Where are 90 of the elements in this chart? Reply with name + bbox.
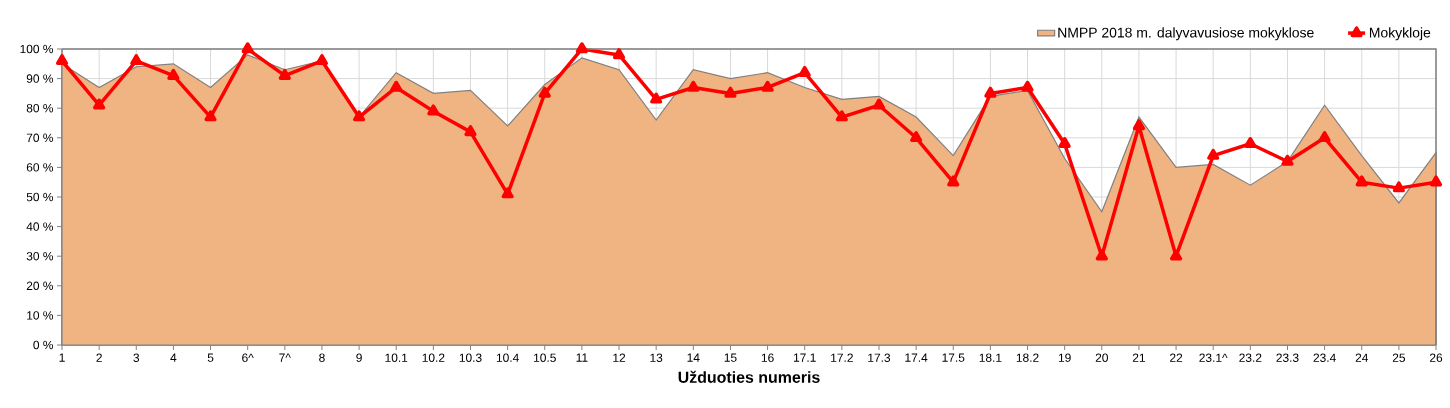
x-tick-label: 10.4 [496, 353, 519, 362]
x-tick-label: 3 [133, 353, 140, 362]
x-tick-label: 9 [356, 353, 362, 362]
point [835, 110, 848, 122]
y-tick-label: 50 % [26, 192, 54, 202]
point [1095, 249, 1108, 261]
x-tick-label: 7^ [279, 353, 291, 362]
y-tick-label: 60 % [26, 163, 54, 172]
x-axis-title: Užduoties numeris [678, 370, 820, 383]
point [650, 92, 663, 104]
x-tick-label: 17.5 [942, 353, 965, 362]
point [798, 65, 811, 77]
point [464, 125, 477, 137]
legend-label: NMPP 2018 m. dalyvavusiose mokyklose [1058, 27, 1314, 41]
point [315, 54, 329, 66]
x-tick-label: 18.1 [979, 353, 1002, 362]
point [1021, 80, 1034, 92]
point [353, 110, 366, 122]
point [241, 42, 254, 54]
point [1132, 119, 1146, 131]
point [278, 68, 291, 80]
point [93, 98, 106, 110]
x-tick-label: 4 [170, 353, 177, 362]
x-tick-label: 23.4 [1313, 353, 1336, 362]
y-tick-label: 10 % [27, 311, 54, 320]
x-tick-label: 17.3 [868, 353, 891, 362]
x-tick-label: 21 [1132, 353, 1145, 362]
x-tick-label: 10.3 [459, 353, 482, 362]
point [390, 80, 403, 92]
point [427, 104, 440, 116]
point [1244, 136, 1257, 148]
x-tick-label: 6^ [242, 353, 254, 362]
x-tick-label: 14 [687, 353, 700, 362]
point [501, 187, 514, 199]
x-tick-label: 5 [207, 353, 214, 362]
x-tick-label: 23.3 [1276, 353, 1299, 362]
x-tick-label: 17.1 [793, 353, 816, 362]
x-tick-label: 15 [724, 353, 737, 362]
point [724, 86, 737, 98]
x-tick-label: 12 [613, 353, 626, 362]
x-tick-label: 10.5 [534, 353, 556, 362]
legend-label: Mokykloje [1369, 27, 1431, 41]
point [1169, 249, 1183, 261]
x-tick-label: 26 [1429, 353, 1443, 362]
y-tick-label: 40 % [26, 222, 54, 231]
x-tick-label: 20 [1095, 353, 1108, 362]
x-tick-label: 16 [761, 353, 774, 362]
point [167, 68, 180, 80]
point [130, 54, 143, 66]
y-tick-label: 70 % [26, 133, 54, 143]
y-tick-label: 90 % [26, 74, 54, 83]
point [947, 175, 960, 187]
point [910, 131, 923, 143]
x-tick-label: 23.1^ [1199, 353, 1228, 362]
point [1058, 136, 1071, 148]
x-tick-label: 10.2 [422, 353, 445, 362]
y-tick-label: 30 % [26, 251, 54, 261]
point [55, 54, 69, 66]
x-tick-label: 25 [1392, 353, 1406, 362]
x-tick-label: 19 [1058, 353, 1071, 362]
x-tick-label: 24 [1355, 353, 1369, 362]
y-tick-label: 80 % [26, 103, 54, 113]
x-tick-label: 13 [650, 353, 663, 362]
point [687, 80, 700, 92]
point [1281, 154, 1294, 166]
x-tick-label: 8 [319, 353, 325, 362]
x-tick-label: 23.2 [1239, 353, 1262, 362]
point [1355, 175, 1368, 187]
point [872, 98, 886, 110]
x-tick-label: 17.2 [831, 353, 853, 362]
point [538, 86, 551, 98]
point [204, 110, 217, 122]
x-tick-label: 18.2 [1016, 353, 1039, 362]
y-tick-label: 20 % [26, 281, 54, 291]
y-tick-label: 0 % [33, 340, 54, 350]
x-tick-label: 17.4 [905, 353, 928, 362]
y-tick-label: 100 % [20, 44, 54, 54]
point [1429, 175, 1443, 187]
point [1392, 181, 1405, 193]
point [1207, 148, 1220, 160]
point [984, 86, 997, 98]
point [761, 80, 774, 92]
x-tick-label: 1 [59, 353, 65, 362]
x-tick-label: 22 [1170, 353, 1183, 362]
x-tick-label: 11 [576, 353, 588, 362]
point [575, 42, 588, 54]
x-tick-label: 2 [96, 353, 102, 362]
point [1318, 131, 1331, 143]
x-tick-label: 10.1 [385, 353, 408, 362]
point [612, 48, 626, 60]
